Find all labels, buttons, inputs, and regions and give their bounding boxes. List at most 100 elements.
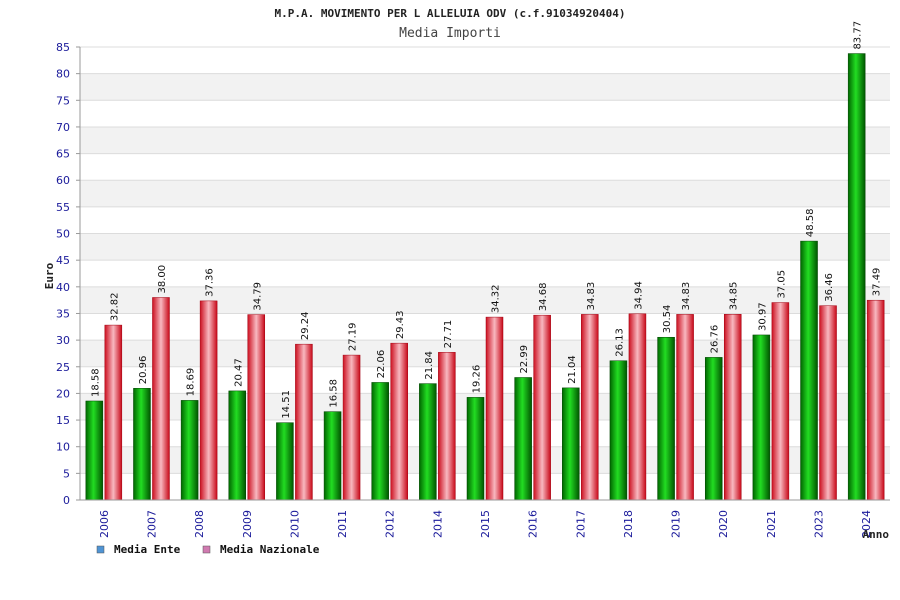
y-tick-label: 20 <box>56 387 70 400</box>
legend-item-media-nazionale: Media Nazionale <box>202 543 320 556</box>
y-tick-label: 60 <box>56 174 70 187</box>
x-tick-label-2012: 2012 <box>384 510 397 538</box>
x-axis-ticks: 2006 2007 2008 2009 2010 2011 2012 2014 2015 2016… <box>98 510 873 538</box>
bar-media-ente-2010 <box>276 422 294 501</box>
legend-swatch-media-nazionale <box>202 545 211 554</box>
data-label-media-nazionale-2011: 27.19 <box>348 322 359 351</box>
bar-media-ente-2007 <box>133 388 151 501</box>
bar-media-ente-2006 <box>85 400 104 501</box>
bar-media-nazionale-2010 <box>295 343 313 501</box>
legend-label-media-nazionale: Media Nazionale <box>220 543 320 556</box>
data-label-media-nazionale-2008: 37.36 <box>205 268 216 297</box>
bar-media-nazionale-2014 <box>438 352 456 501</box>
bar-media-ente-2015 <box>466 397 485 501</box>
y-tick-label: 5 <box>63 467 70 480</box>
legend-swatch-media-ente <box>96 545 105 554</box>
y-tick-label: 15 <box>56 414 70 427</box>
y-tick-label: 0 <box>63 494 70 507</box>
data-label-media-ente-2016: 22.99 <box>519 345 530 374</box>
data-label-media-ente-2009: 20.47 <box>233 358 244 387</box>
x-tick-label-2015: 2015 <box>479 510 492 538</box>
data-label-media-ente-2018: 26.13 <box>614 328 625 357</box>
bar-media-nazionale-2017 <box>581 314 599 501</box>
data-label-media-nazionale-2007: 38.00 <box>157 265 168 294</box>
bar-media-ente-2023 <box>800 240 818 501</box>
bar-media-ente-2018 <box>609 360 628 501</box>
data-label-media-nazionale-2006: 32.82 <box>109 292 120 321</box>
y-tick-label: 50 <box>56 228 70 241</box>
data-label-media-nazionale-2010: 29.24 <box>300 312 311 341</box>
y-tick-label: 35 <box>56 307 70 320</box>
data-label-media-ente-2008: 18.69 <box>186 368 197 397</box>
bar-media-ente-2016 <box>514 377 532 501</box>
bar-media-nazionale-2009 <box>247 314 266 501</box>
data-label-media-ente-2011: 16.58 <box>329 379 340 408</box>
bar-media-ente-2012 <box>371 382 389 501</box>
data-label-media-nazionale-2020: 34.85 <box>729 282 740 311</box>
x-tick-label-2016: 2016 <box>527 510 540 538</box>
value-labels: 18.58 20.96 18.69 20.47 14.51 16.58 22.06 21.84… <box>90 21 882 419</box>
bar-media-ente-2019 <box>657 336 675 501</box>
y-tick-label: 30 <box>56 334 70 347</box>
x-tick-label-2021: 2021 <box>765 510 778 538</box>
data-label-media-ente-2007: 20.96 <box>138 356 149 385</box>
bar-media-ente-2011 <box>323 411 342 501</box>
bar-media-nazionale-2011 <box>342 354 361 501</box>
data-label-media-nazionale-2016: 34.68 <box>538 283 549 312</box>
x-tick-label-2008: 2008 <box>193 510 206 538</box>
data-label-media-ente-2023: 48.58 <box>805 208 816 237</box>
data-label-media-ente-2021: 30.97 <box>757 302 768 331</box>
chart-title: M.P.A. MOVIMENTO PER L ALLELUIA ODV (c.f… <box>275 7 626 20</box>
y-tick-label: 55 <box>56 201 70 214</box>
x-tick-label-2020: 2020 <box>717 510 730 538</box>
bar-media-nazionale-2016 <box>533 314 551 501</box>
data-label-media-ente-2012: 22.06 <box>376 350 387 379</box>
x-tick-label-2010: 2010 <box>288 510 301 538</box>
y-tick-label: 75 <box>56 94 70 107</box>
x-tick-label-2019: 2019 <box>670 510 683 538</box>
grid-band <box>80 126 890 154</box>
bar-media-nazionale-2019 <box>676 314 694 501</box>
data-label-media-nazionale-2015: 34.32 <box>491 284 502 313</box>
x-tick-label-2011: 2011 <box>336 510 349 538</box>
bar-media-nazionale-2018 <box>628 313 647 501</box>
data-label-media-nazionale-2021: 37.05 <box>776 270 787 299</box>
bar-media-nazionale-2024 <box>866 299 885 501</box>
legend-item-media-ente: Media Ente <box>96 543 181 556</box>
data-label-media-ente-2014: 21.84 <box>424 351 435 380</box>
y-tick-label: 65 <box>56 148 70 161</box>
data-label-media-nazionale-2009: 34.79 <box>252 282 263 311</box>
bar-media-nazionale-2021 <box>771 302 790 501</box>
x-tick-label-2006: 2006 <box>98 510 111 538</box>
x-tick-label-2023: 2023 <box>813 510 826 538</box>
x-tick-label-2009: 2009 <box>241 510 254 538</box>
data-label-media-nazionale-2023: 36.46 <box>824 273 835 302</box>
grid-band <box>80 73 890 101</box>
data-label-media-ente-2024: 83.77 <box>853 21 864 50</box>
bar-media-ente-2024 <box>847 53 866 501</box>
y-tick-label: 85 <box>56 41 70 54</box>
y-tick-label: 80 <box>56 68 70 81</box>
bar-media-nazionale-2015 <box>485 316 504 501</box>
y-tick-label: 10 <box>56 441 70 454</box>
data-label-media-nazionale-2017: 34.83 <box>586 282 597 311</box>
x-axis-label: Anno <box>863 528 890 541</box>
y-tick-label: 45 <box>56 254 70 267</box>
data-label-media-ente-2020: 26.76 <box>710 325 721 354</box>
bar-media-ente-2021 <box>752 334 771 501</box>
y-tick-label: 25 <box>56 361 70 374</box>
grid-band <box>80 180 890 207</box>
legend: Media Ente Media Nazionale <box>96 543 320 556</box>
y-tick-label: 70 <box>56 121 70 134</box>
x-tick-label-2007: 2007 <box>145 510 158 538</box>
bar-media-nazionale-2006 <box>104 324 123 501</box>
data-label-media-ente-2019: 30.54 <box>662 305 673 334</box>
bar-media-ente-2020 <box>704 357 723 501</box>
chart-subtitle: Media Importi <box>399 26 501 41</box>
legend-label-media-ente: Media Ente <box>114 543 181 556</box>
bar-media-nazionale-2007 <box>152 297 170 501</box>
data-label-media-nazionale-2024: 37.49 <box>872 268 883 297</box>
bar-media-nazionale-2008 <box>199 300 218 501</box>
bar-media-ente-2017 <box>562 387 580 501</box>
